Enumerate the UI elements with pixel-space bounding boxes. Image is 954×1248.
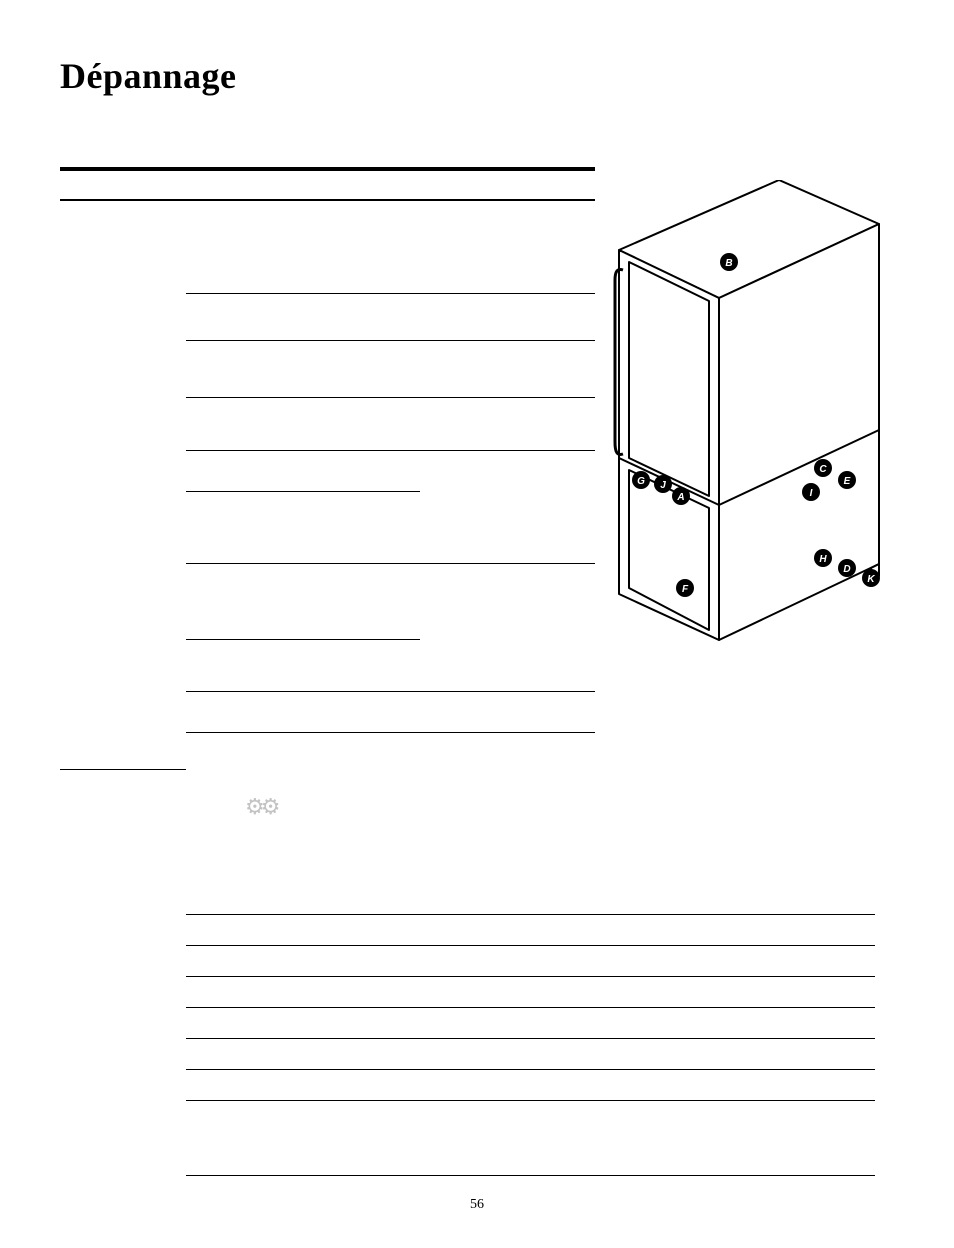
gears-icon: ⚙⚙ [245, 794, 276, 820]
svg-text:F: F [682, 584, 689, 595]
troubleshooting-table-2 [60, 840, 875, 1248]
callout-d: D [838, 559, 856, 577]
svg-text:K: K [867, 574, 875, 585]
svg-text:B: B [725, 258, 732, 269]
fridge-side [719, 224, 879, 640]
troubleshooting-table-1 [60, 167, 595, 770]
page-number: 56 [0, 1197, 954, 1213]
callout-k: K [862, 569, 880, 587]
callout-a: A [672, 487, 690, 505]
callout-h: H [814, 549, 832, 567]
svg-text:C: C [819, 464, 827, 475]
callout-f: F [676, 579, 694, 597]
callout-i: I [802, 483, 820, 501]
callout-e: E [838, 471, 856, 489]
svg-text:A: A [676, 492, 684, 503]
svg-text:H: H [819, 554, 827, 565]
page-title: Dépannage [60, 55, 894, 97]
callout-b: B [720, 253, 738, 271]
callout-c: C [814, 459, 832, 477]
table1-header-rule [60, 169, 595, 200]
svg-text:I: I [810, 488, 813, 499]
table-row [60, 840, 875, 915]
fridge-front [619, 250, 719, 640]
svg-text:J: J [660, 480, 666, 491]
svg-text:E: E [844, 476, 851, 487]
fridge-diagram: B G J A C E [599, 180, 899, 650]
table-row [60, 200, 595, 294]
svg-text:G: G [637, 476, 645, 487]
callout-j: J [654, 475, 672, 493]
svg-text:D: D [843, 564, 850, 575]
callout-g: G [632, 471, 650, 489]
